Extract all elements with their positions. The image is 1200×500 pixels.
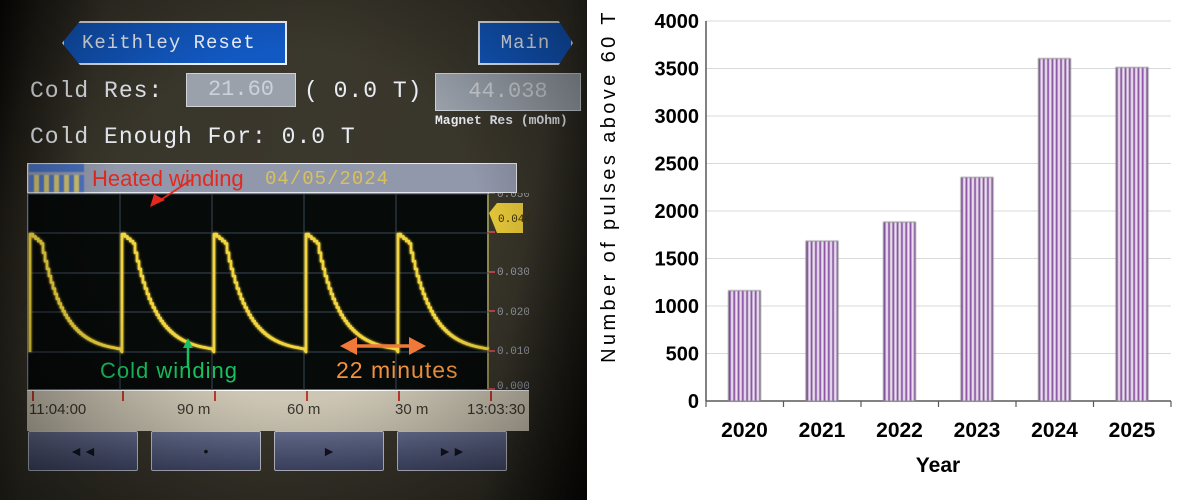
svg-text:2022: 2022	[876, 419, 923, 442]
svg-text:2024: 2024	[1031, 419, 1078, 442]
svg-text:2025: 2025	[1109, 419, 1156, 442]
svg-text:2500: 2500	[655, 154, 700, 176]
svg-text:Number of pulses above 60 T: Number of pulses above 60 T	[598, 9, 620, 363]
svg-text:3000: 3000	[655, 106, 700, 128]
svg-text:4000: 4000	[655, 11, 700, 33]
svg-text:2021: 2021	[799, 419, 846, 442]
svg-text:2020: 2020	[721, 419, 768, 442]
svg-text:2023: 2023	[954, 419, 1001, 442]
svg-text:500: 500	[666, 344, 699, 366]
svg-text:Year: Year	[916, 454, 960, 477]
svg-text:3500: 3500	[655, 59, 700, 81]
svg-text:0.0440: 0.0440	[498, 214, 529, 226]
svg-text:2000: 2000	[655, 201, 700, 223]
svg-text:1000: 1000	[655, 296, 700, 318]
svg-text:1500: 1500	[655, 249, 700, 271]
svg-text:0: 0	[688, 391, 699, 413]
